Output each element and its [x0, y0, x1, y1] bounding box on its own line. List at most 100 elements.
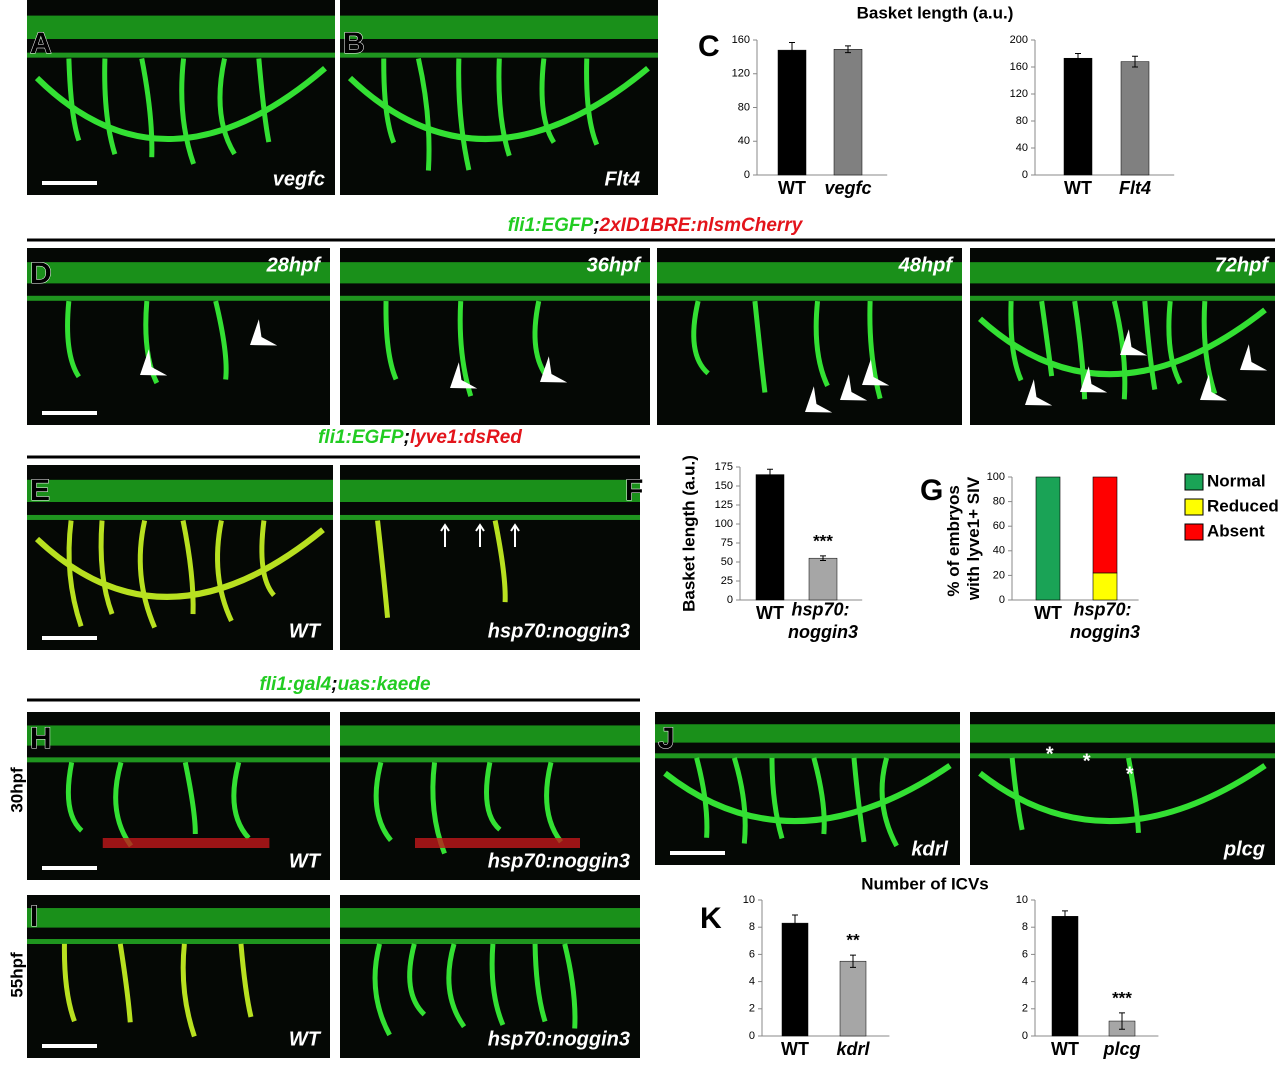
y-tick-label: 125: [715, 499, 733, 511]
arrow: [440, 523, 450, 547]
x-tick-label: plcg: [1102, 1039, 1140, 1059]
vessel: [180, 943, 197, 1038]
vessel-band: [27, 262, 330, 284]
x-tick-label: WT: [778, 178, 806, 198]
x-tick-label: hsp70: noggin3: [1070, 599, 1140, 642]
row-label: 55hpf: [7, 952, 26, 998]
heading-part: fli1:EGFP: [318, 427, 404, 448]
legend-label: Normal: [1207, 471, 1266, 490]
y-axis-label: % of embryos with lyve1+ SIV: [944, 476, 983, 601]
vessel: [1166, 300, 1183, 385]
vessel: [65, 300, 81, 379]
micrograph: [970, 712, 1275, 865]
panel-letter: I: [30, 900, 38, 933]
y-tick-label: 4: [749, 976, 755, 988]
y-tick-label: 10: [743, 894, 755, 906]
panel-letter: F: [625, 474, 643, 507]
arrowhead: [1025, 379, 1053, 406]
vessel: [179, 58, 196, 165]
micrograph: [27, 0, 335, 195]
y-tick-label: 0: [999, 594, 1005, 606]
y-tick-label: 2: [1022, 1003, 1028, 1015]
label-line: with lyve1+ SIV: [965, 476, 984, 601]
vessel-band: [340, 15, 658, 39]
vessel-band: [27, 479, 333, 502]
vessel: [691, 300, 710, 376]
vessel: [484, 761, 502, 832]
significance: ***: [813, 531, 833, 550]
vessel-band: [970, 295, 1275, 301]
vessel: [217, 57, 237, 156]
vessel-band: [27, 725, 330, 746]
image-label: hsp70:noggin3: [488, 850, 630, 872]
significance: ***: [1112, 988, 1132, 1007]
micrograph: [970, 248, 1275, 425]
y-tick-label: 60: [993, 520, 1005, 532]
vessel: [867, 301, 883, 400]
vessel-band: [655, 753, 960, 759]
vessel-band: [970, 753, 1275, 759]
error-bar: [1075, 53, 1081, 64]
micrograph: [657, 248, 962, 425]
vessel: [544, 761, 564, 844]
vessel: [562, 943, 578, 1029]
y-tick-label: 120: [732, 68, 750, 80]
vessel-band: [340, 725, 640, 746]
panel-letter: C: [698, 30, 720, 63]
vessel-band: [340, 262, 650, 284]
y-tick-label: 80: [993, 496, 1005, 508]
vessel-band: [340, 939, 640, 945]
y-tick-label: 6: [749, 948, 755, 960]
vessel: [98, 520, 115, 615]
micrograph: [27, 465, 333, 650]
arrowhead: [862, 359, 890, 386]
arrowhead: [140, 349, 168, 376]
vessel-band: [340, 52, 658, 58]
heading-part: 2xID1BRE:nlsmCherry: [599, 215, 804, 236]
bar: [808, 557, 838, 601]
x-tick-label: WT: [1034, 603, 1062, 623]
vessel-band: [970, 724, 1275, 743]
panel-letter: E: [30, 474, 50, 507]
vessel: [492, 520, 508, 603]
asterisk: *: [1125, 763, 1134, 785]
image-label: hsp70:noggin3: [488, 620, 630, 642]
error-bar: [1062, 910, 1068, 923]
vessel: [65, 761, 84, 833]
arrowhead: [805, 386, 833, 413]
y-tick-label: 40: [738, 135, 750, 147]
vessel: [446, 943, 467, 1029]
y-tick-label: 40: [993, 545, 1005, 557]
heading-part: fli1:EGFP: [508, 215, 594, 236]
micrograph: [655, 712, 960, 865]
bar: [833, 49, 863, 176]
heading: fli1:EGFP;lyve1:dsRed: [318, 427, 522, 448]
y-tick-label: 120: [1010, 88, 1028, 100]
vessel-band: [340, 295, 650, 301]
x-tick-label: WT: [756, 603, 784, 623]
vessel: [372, 943, 392, 1037]
vessel: [851, 757, 867, 843]
arrow: [475, 523, 485, 547]
vessel: [456, 58, 472, 171]
vessel: [139, 58, 155, 158]
panel-letter: J: [658, 722, 675, 755]
asterisk: *: [1045, 743, 1054, 765]
image-label: WT: [289, 850, 322, 872]
vessel: [238, 943, 254, 1018]
vessel: [731, 757, 748, 844]
bar-segment: [1092, 476, 1118, 574]
vessel: [182, 761, 198, 835]
legend-swatch: [1184, 473, 1204, 491]
image-label: WT: [289, 1028, 322, 1050]
vessel-band: [340, 757, 640, 763]
vessel: [34, 527, 325, 600]
label-line: noggin3: [788, 622, 858, 642]
image-label: 28hpf: [266, 254, 323, 276]
legend-swatch: [1184, 523, 1204, 541]
y-tick-label: 10: [1016, 894, 1028, 906]
micrograph: [340, 465, 640, 650]
vessel: [375, 520, 391, 618]
vessel: [415, 57, 432, 171]
